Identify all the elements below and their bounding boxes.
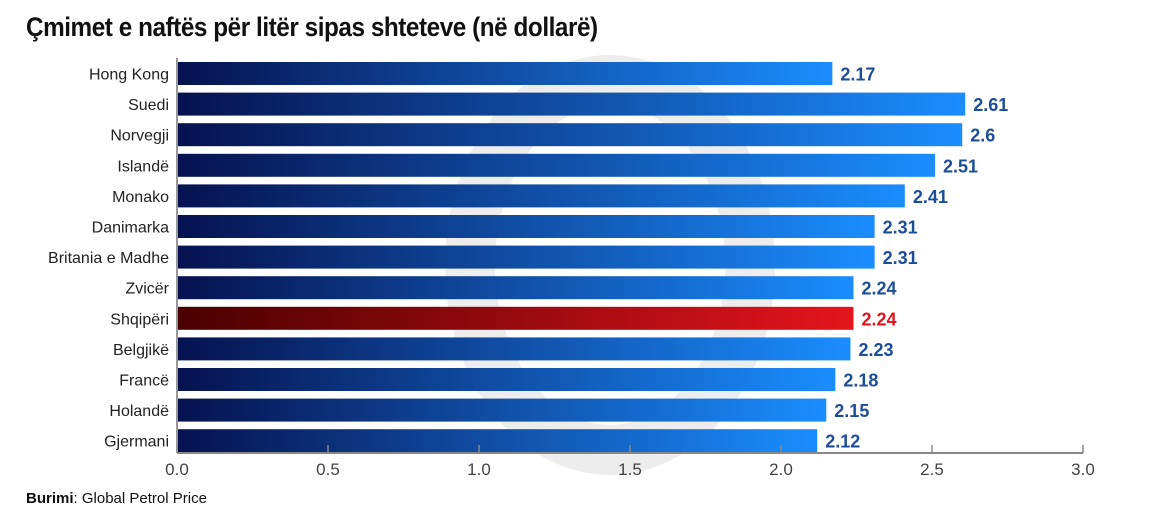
source-text: Global Petrol Price <box>81 490 207 507</box>
bar <box>178 215 875 238</box>
x-tick-label: 2.5 <box>920 460 944 479</box>
bar <box>178 276 854 300</box>
bar <box>178 184 905 208</box>
category-label: Gjermani <box>104 434 169 451</box>
category-label: Zvicër <box>125 281 169 298</box>
bar <box>178 92 966 116</box>
x-tick-label: 1.0 <box>467 460 491 479</box>
bar <box>178 153 936 177</box>
bar <box>178 398 827 422</box>
x-tick-label: 3.0 <box>1071 460 1095 479</box>
bar-highlight <box>178 306 854 330</box>
bar <box>178 337 851 361</box>
category-label: Hong Kong <box>89 67 169 84</box>
value-label: 2.24 <box>861 309 896 329</box>
x-tick-label: 0.0 <box>165 460 189 479</box>
value-label: 2.12 <box>825 432 860 452</box>
category-label: Britania e Madhe <box>48 250 169 267</box>
category-label: Holandë <box>109 403 169 420</box>
category-label: Suedi <box>128 97 169 114</box>
category-label: Monako <box>112 189 169 206</box>
bar <box>178 62 833 85</box>
bar <box>178 368 836 391</box>
value-label: 2.31 <box>883 218 918 238</box>
category-label: Shqipëri <box>110 311 169 328</box>
value-label: 2.61 <box>973 95 1008 115</box>
source-label: Burimi <box>26 490 74 507</box>
bar <box>178 245 875 269</box>
value-label: 2.18 <box>843 371 878 391</box>
category-label: Norvegji <box>110 128 169 145</box>
x-tick-label: 1.5 <box>618 460 642 479</box>
bar <box>178 429 818 453</box>
value-label: 2.15 <box>834 401 869 421</box>
value-label: 2.6 <box>970 126 995 146</box>
value-label: 2.24 <box>861 279 896 299</box>
bar <box>178 123 963 147</box>
value-label: 2.31 <box>883 248 918 268</box>
value-label: 2.51 <box>943 156 978 176</box>
chart-title: Çmimet e naftës për litër sipas shteteve… <box>26 12 598 42</box>
category-label: Francë <box>119 373 169 390</box>
x-tick-label: 0.5 <box>316 460 340 479</box>
value-label: 2.23 <box>858 340 893 360</box>
value-label: 2.41 <box>913 187 948 207</box>
category-label: Danimarka <box>92 220 169 237</box>
category-label: Belgjikë <box>113 342 169 359</box>
x-tick-label: 2.0 <box>769 460 793 479</box>
source-note: Burimi: Global Petrol Price <box>26 490 207 507</box>
category-label: Islandë <box>117 158 169 175</box>
value-label: 2.17 <box>840 65 875 85</box>
